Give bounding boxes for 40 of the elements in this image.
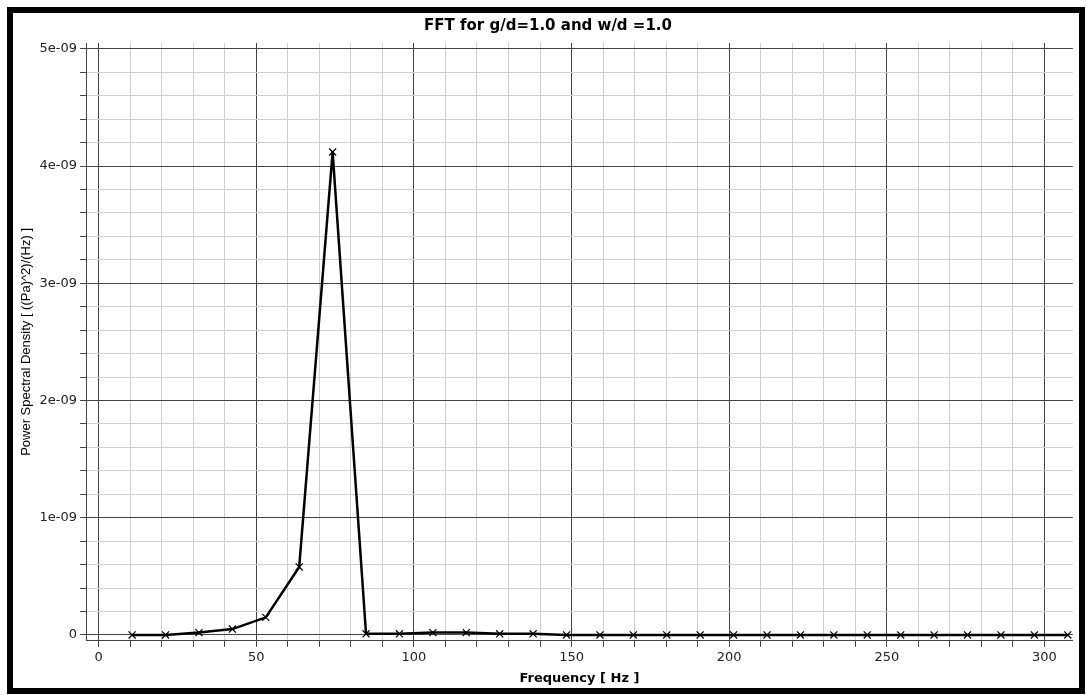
point bbox=[1030, 630, 1039, 640]
x-tick-label: 250 bbox=[874, 648, 900, 664]
point bbox=[929, 630, 939, 640]
x-tick-label: 300 bbox=[1032, 648, 1057, 664]
point bbox=[562, 630, 571, 640]
point bbox=[863, 630, 872, 640]
point bbox=[1063, 630, 1072, 640]
x-tick-label: 100 bbox=[401, 648, 427, 664]
point bbox=[595, 630, 605, 640]
point bbox=[194, 628, 204, 637]
point bbox=[395, 629, 404, 638]
point bbox=[295, 562, 304, 572]
point bbox=[528, 629, 538, 638]
y-axis-title: Power Spectral Density [ ((Pa)^2)/(Hz) ] bbox=[18, 227, 34, 456]
point bbox=[729, 630, 738, 640]
point bbox=[261, 613, 270, 622]
x-tick-label: 200 bbox=[716, 648, 742, 664]
point bbox=[796, 630, 805, 640]
point bbox=[462, 628, 471, 637]
point bbox=[963, 630, 972, 640]
point bbox=[662, 630, 671, 640]
point bbox=[361, 629, 371, 638]
x-tick-label: 0 bbox=[94, 648, 103, 664]
point bbox=[629, 630, 638, 640]
point bbox=[829, 630, 838, 640]
point bbox=[696, 630, 705, 640]
point bbox=[495, 629, 504, 638]
point bbox=[228, 624, 237, 634]
y-tick-label: 5e-09 bbox=[39, 40, 78, 56]
point bbox=[762, 630, 772, 640]
point bbox=[896, 630, 905, 640]
x-tick-label: 150 bbox=[559, 648, 584, 664]
y-tick-label: 0 bbox=[68, 626, 78, 642]
point bbox=[328, 147, 337, 157]
point bbox=[127, 630, 137, 640]
point bbox=[428, 628, 437, 637]
point bbox=[996, 630, 1006, 640]
x-tick-label: 50 bbox=[248, 648, 265, 664]
point bbox=[161, 630, 170, 640]
chart-title: FFT for g/d=1.0 and w/d =1.0 bbox=[424, 15, 672, 34]
